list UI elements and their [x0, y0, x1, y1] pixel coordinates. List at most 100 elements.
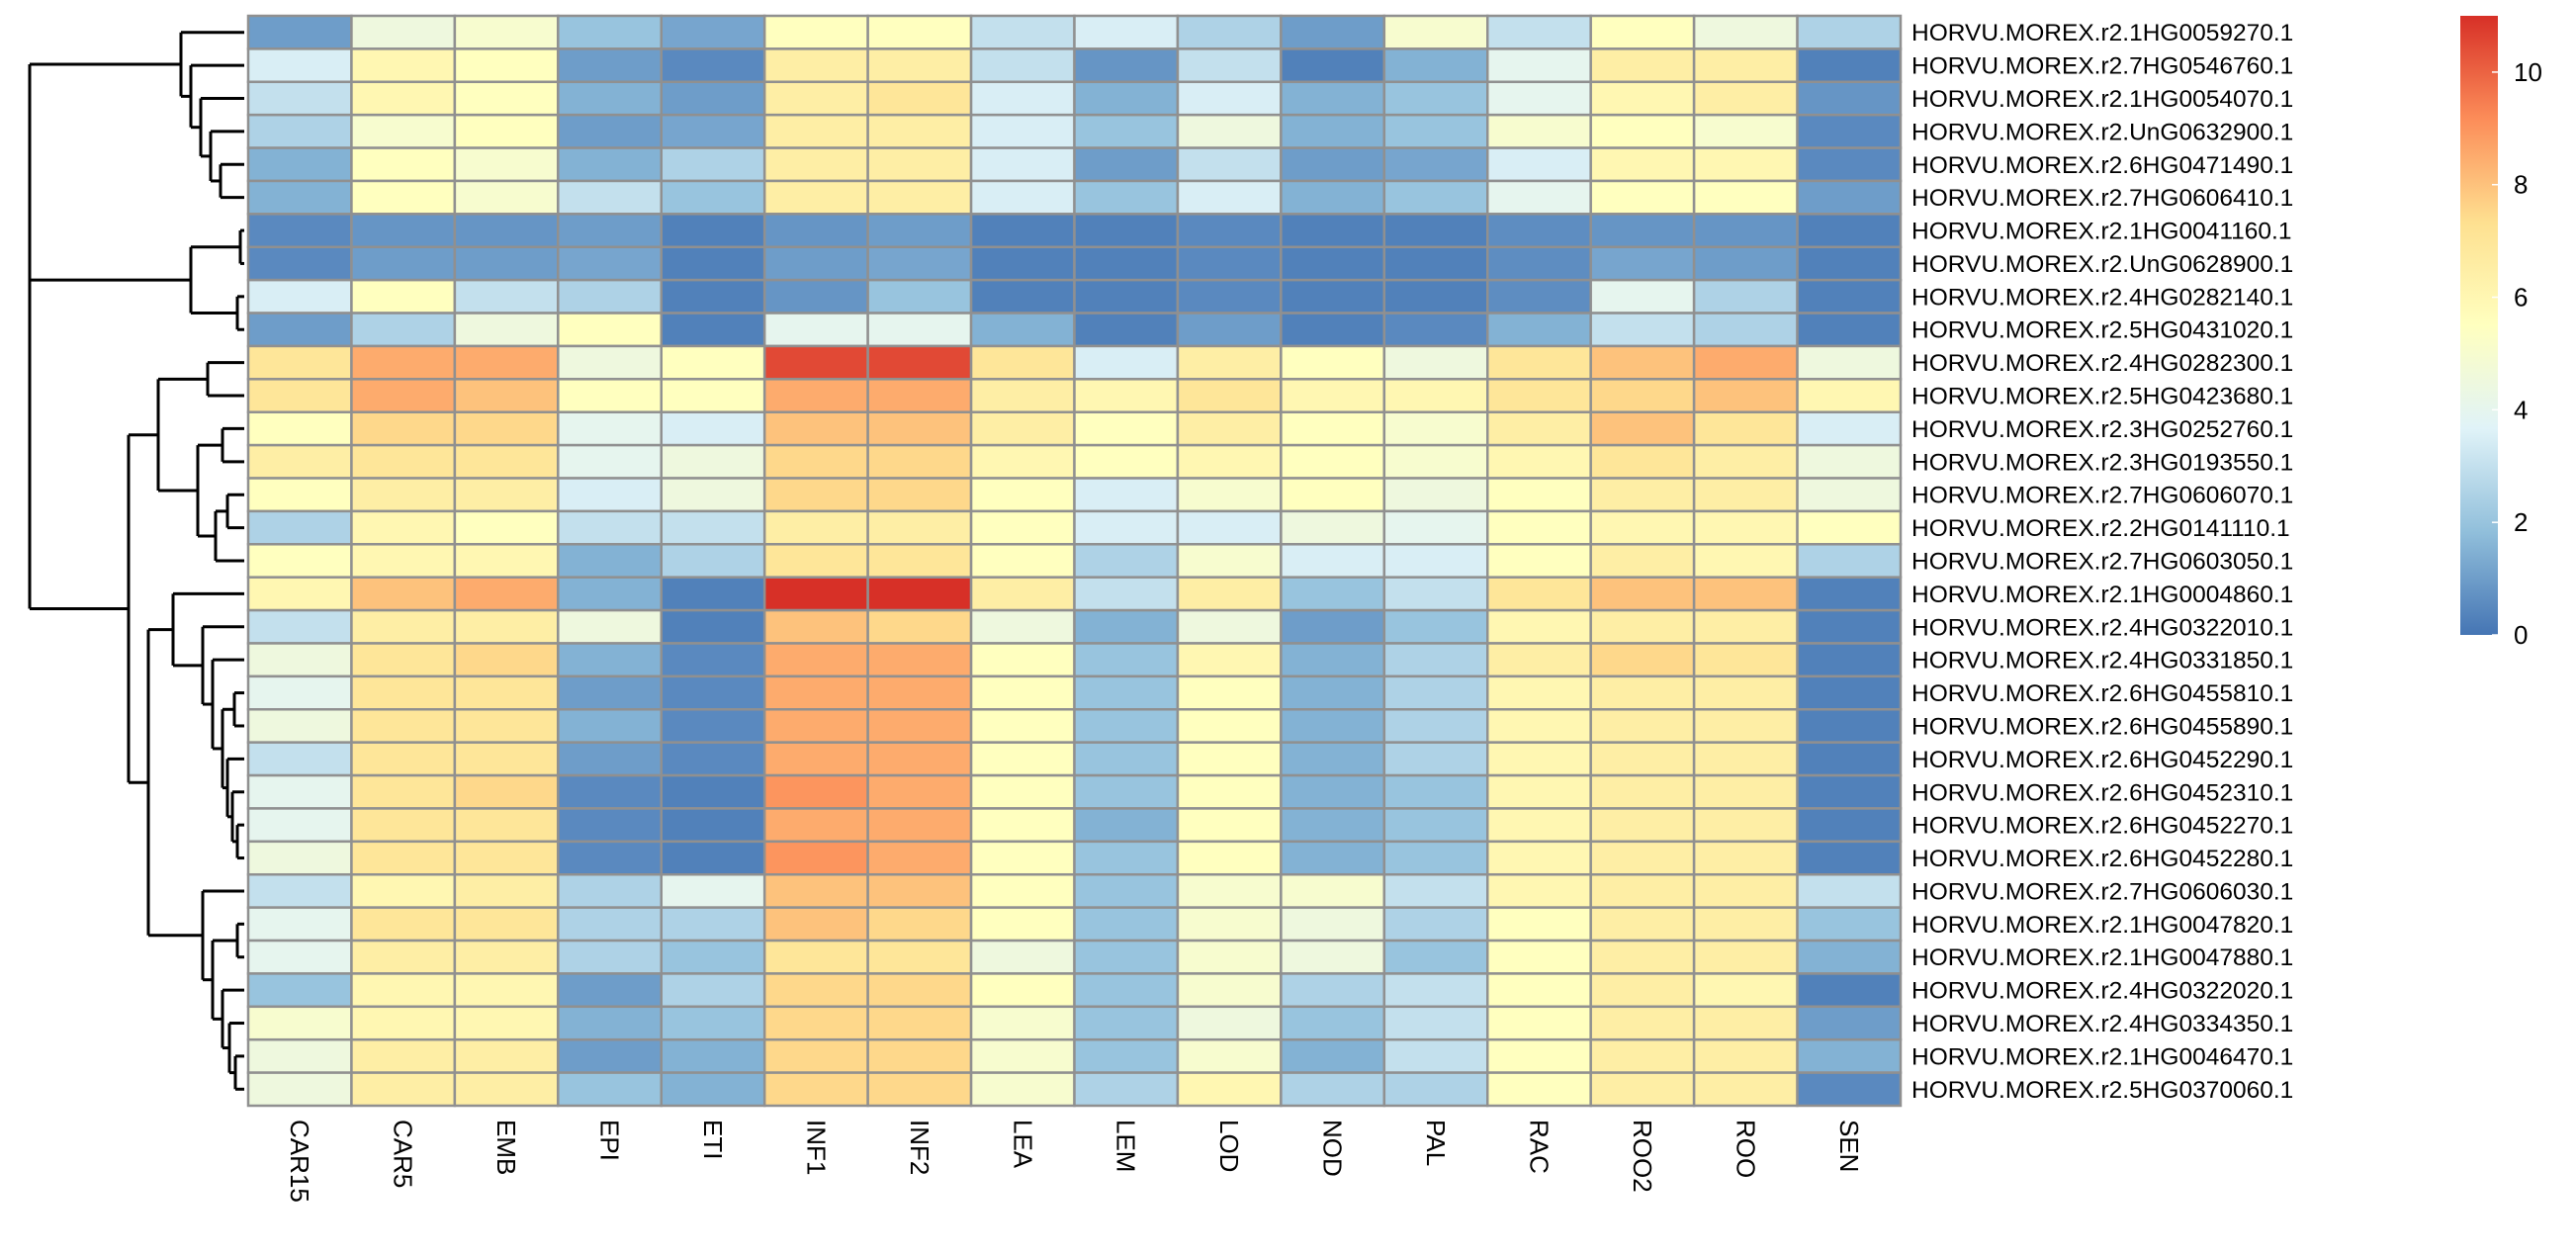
- row-label: HORVU.MOREX.r2.4HG0322020.1: [1911, 978, 2293, 1005]
- heatmap-cell: [660, 410, 766, 447]
- heatmap-cell: [453, 576, 560, 612]
- heatmap-cell: [1280, 906, 1386, 943]
- heatmap-cell: [1486, 1005, 1592, 1041]
- heatmap-cell: [1382, 708, 1489, 744]
- heatmap-cell: [1589, 576, 1696, 612]
- row-label: HORVU.MOREX.r2.6HG0452310.1: [1911, 779, 2293, 806]
- heatmap-cell: [1796, 543, 1903, 579]
- heatmap-cell: [1382, 1005, 1489, 1041]
- heatmap-cell: [1073, 14, 1180, 50]
- heatmap-cell: [866, 972, 973, 1009]
- heatmap-cell: [866, 906, 973, 943]
- heatmap-cell: [762, 872, 869, 909]
- heatmap-cell: [1176, 47, 1283, 84]
- heatmap-cell: [1073, 872, 1180, 909]
- heatmap-cell: [453, 642, 560, 678]
- heatmap-cell: [1486, 213, 1592, 248]
- heatmap-cell: [1486, 840, 1592, 876]
- heatmap-cell: [453, 543, 560, 579]
- heatmap-cell: [453, 378, 560, 413]
- heatmap-cell: [1176, 213, 1283, 248]
- heatmap-cell: [246, 278, 353, 314]
- heatmap-cell: [969, 47, 1076, 84]
- heatmap-cell: [1176, 872, 1283, 909]
- heatmap-cell: [1280, 509, 1386, 546]
- heatmap-cell: [1692, 608, 1799, 645]
- heatmap-cell: [660, 477, 766, 513]
- heatmap-cell: [350, 378, 457, 413]
- heatmap-cell: [1280, 576, 1386, 612]
- heatmap-cell: [762, 1037, 869, 1074]
- heatmap-cell: [1692, 773, 1799, 810]
- heatmap-cell: [866, 773, 973, 810]
- heatmap-cell: [1382, 608, 1489, 645]
- heatmap-cell: [453, 608, 560, 645]
- row-label: HORVU.MOREX.r2.7HG0606070.1: [1911, 483, 2293, 509]
- heatmap-cell: [1176, 741, 1283, 777]
- heatmap-cell: [1073, 1071, 1180, 1108]
- heatmap-cell: [1382, 80, 1489, 117]
- heatmap-cell: [969, 939, 1076, 975]
- heatmap-cell: [557, 146, 663, 183]
- heatmap-cell: [1692, 642, 1799, 678]
- heatmap-cell: [246, 576, 353, 612]
- heatmap-cell: [350, 939, 457, 975]
- heatmap-cell: [1486, 608, 1592, 645]
- heatmap-cell: [557, 410, 663, 447]
- heatmap-cell: [1589, 1037, 1696, 1074]
- color-legend: 0 2 4 6 8 10: [2460, 16, 2542, 650]
- heatmap-cell: [1486, 47, 1592, 84]
- heatmap-cell: [969, 1037, 1076, 1074]
- heatmap-cell: [1692, 674, 1799, 711]
- heatmap-cell: [762, 807, 869, 844]
- heatmap-cell: [557, 576, 663, 612]
- heatmap-cell: [1280, 443, 1386, 480]
- heatmap-cell: [246, 509, 353, 546]
- heatmap-cell: [350, 47, 457, 84]
- heatmap-cell: [1280, 113, 1386, 149]
- heatmap-cell: [1073, 906, 1180, 943]
- heatmap-cell: [1073, 80, 1180, 117]
- heatmap-cell: [1382, 1071, 1489, 1108]
- heatmap-cell: [969, 576, 1076, 612]
- heatmap-cell: [246, 807, 353, 844]
- heatmap-cell: [1176, 807, 1283, 844]
- heatmap-cell: [866, 872, 973, 909]
- column-label: RAC: [1524, 1120, 1554, 1174]
- heatmap-cell: [969, 378, 1076, 413]
- heatmap-cell: [1796, 906, 1903, 943]
- heatmap-cell: [969, 14, 1076, 50]
- heatmap-cell: [969, 312, 1076, 348]
- heatmap-cell: [866, 939, 973, 975]
- heatmap-cell: [1280, 410, 1386, 447]
- heatmap-cell: [1589, 939, 1696, 975]
- heatmap-cell: [1073, 146, 1180, 183]
- heatmap-cell: [1589, 642, 1696, 678]
- heatmap-cell: [1486, 1071, 1592, 1108]
- heatmap-cell: [762, 576, 869, 612]
- row-label: HORVU.MOREX.r2.6HG0471490.1: [1911, 152, 2293, 179]
- heatmap-cell: [969, 642, 1076, 678]
- heatmap-cell: [350, 872, 457, 909]
- heatmap-cell: [1486, 674, 1592, 711]
- heatmap-cell: [1073, 410, 1180, 447]
- heatmap-cell: [1796, 773, 1903, 810]
- heatmap-cell: [453, 410, 560, 447]
- heatmap-cell: [1486, 80, 1592, 117]
- column-label: ETI: [698, 1120, 728, 1159]
- heatmap-cell: [660, 543, 766, 579]
- heatmap-cell: [350, 179, 457, 216]
- row-label: HORVU.MOREX.r2.3HG0193550.1: [1911, 449, 2293, 476]
- heatmap-cell: [660, 773, 766, 810]
- heatmap-cell: [1073, 213, 1180, 248]
- heatmap-cell: [866, 543, 973, 579]
- heatmap-cell: [1073, 1005, 1180, 1041]
- heatmap-cell: [453, 14, 560, 50]
- legend-tick-label: 2: [2514, 507, 2528, 537]
- heatmap-cell: [1280, 179, 1386, 216]
- heatmap-cell: [866, 674, 973, 711]
- heatmap-cell: [1176, 443, 1283, 480]
- heatmap-cell: [762, 708, 869, 744]
- heatmap-cell: [1280, 741, 1386, 777]
- heatmap-cell: [1486, 278, 1592, 314]
